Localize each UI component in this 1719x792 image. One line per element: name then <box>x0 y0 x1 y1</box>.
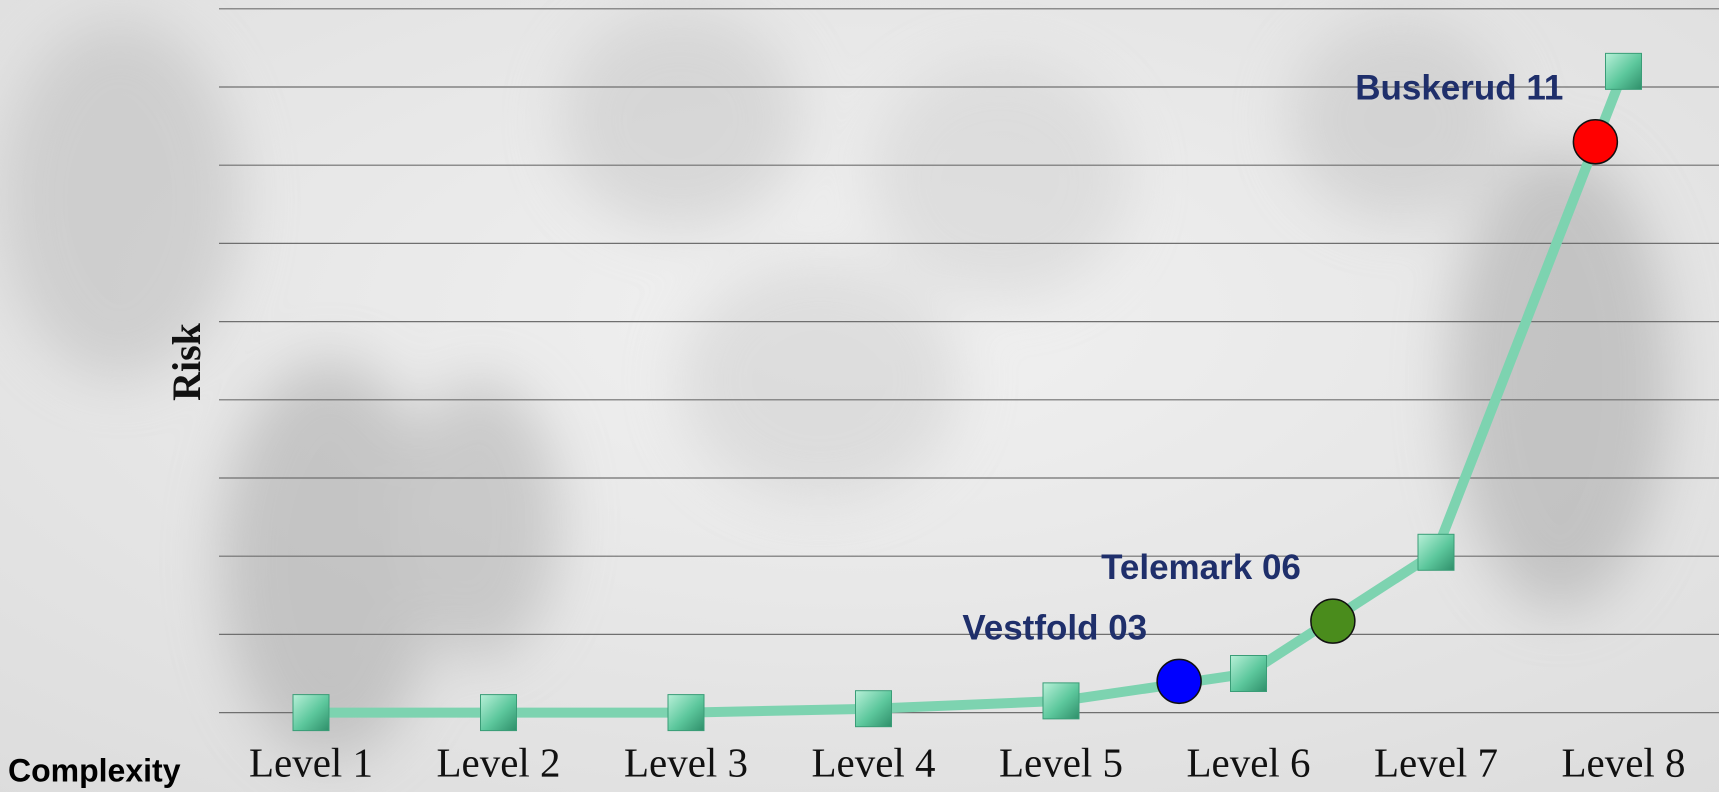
point-label: Vestfold 03 <box>962 608 1147 647</box>
x-tick-label: Level 2 <box>436 739 560 785</box>
x-tick-label: Level 7 <box>1374 739 1498 785</box>
x-tick-label: Level 4 <box>811 739 935 785</box>
marker <box>293 695 329 731</box>
marker <box>668 695 704 731</box>
highlight-point <box>1157 659 1201 703</box>
x-tick-label: Level 6 <box>1186 739 1310 785</box>
y-axis-label: Risk <box>164 322 209 401</box>
marker <box>856 691 892 727</box>
marker <box>481 695 517 731</box>
page: {"chart_data": { "type": "line", "x_labe… <box>0 0 1719 792</box>
chart: Risk Complexity Level 1 Level 2 Level 3 Lev… <box>0 0 1719 792</box>
x-tick-label: Level 1 <box>249 739 373 785</box>
x-tick-label: Level 3 <box>624 739 748 785</box>
point-label: Telemark 06 <box>1101 548 1301 587</box>
point-label: Buskerud 11 <box>1355 69 1563 108</box>
x-tick-label: Level 8 <box>1561 739 1685 785</box>
highlight-point <box>1573 120 1617 164</box>
marker <box>1231 656 1267 692</box>
highlight-point <box>1311 599 1355 643</box>
x-axis-label: Complexity <box>8 752 181 788</box>
marker <box>1043 683 1079 719</box>
marker <box>1418 534 1454 570</box>
x-tick-label: Level 5 <box>999 739 1123 785</box>
marker <box>1606 53 1642 89</box>
